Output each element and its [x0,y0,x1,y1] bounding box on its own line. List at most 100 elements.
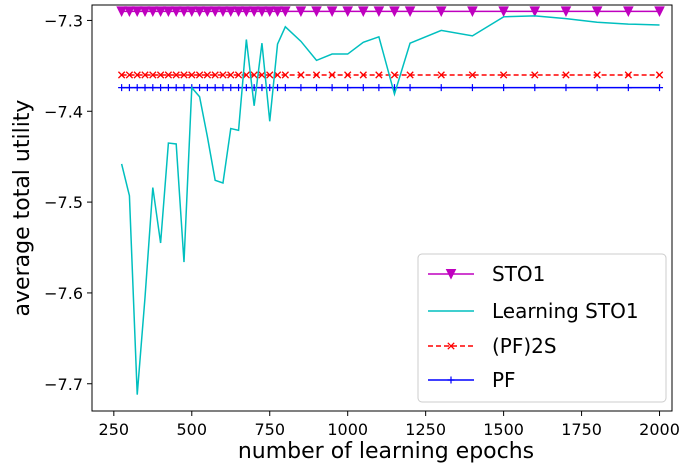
data-point [499,71,508,79]
legend-label: Learning STO1 [492,299,639,323]
data-point [375,71,383,79]
data-point [390,71,399,79]
data-point [326,6,338,17]
data-point [406,71,414,79]
data-point [186,6,198,17]
y-tick-label: −7.6 [44,284,83,303]
data-point [373,6,385,17]
data-point [389,6,400,17]
data-point [235,84,243,92]
data-point [344,71,352,79]
data-point [357,6,369,17]
legend-label: PF [492,368,516,392]
data-point [281,84,289,92]
data-point [155,6,166,17]
series-line [120,15,660,395]
data-point [149,71,157,79]
data-point [624,84,632,92]
data-point [219,71,227,79]
data-point [211,71,219,79]
data-point [313,84,321,92]
legend-label: STO1 [492,262,545,286]
data-point [468,71,477,79]
data-point [447,376,455,384]
data-point [225,6,237,17]
series-sto1 [116,6,665,17]
data-point [560,6,572,17]
x-axis: 250 500 750 1000 1250 1500 1750 2000 [99,411,680,439]
data-point [655,71,664,79]
x-tick-label: 750 [254,420,285,439]
data-point [531,71,539,79]
data-point [180,84,188,92]
data-point [194,6,205,17]
data-point [141,71,149,79]
data-point [131,6,143,17]
data-point [468,84,476,92]
data-point [280,6,291,17]
data-point [406,84,414,92]
data-point [593,71,601,79]
legend-entry: PF [428,368,516,392]
plot-frame [91,4,673,412]
data-point [264,6,276,17]
data-point [312,71,321,79]
data-point [164,84,172,92]
data-point [266,84,274,92]
legend: STO1 Learning STO1 (PF)2S PF [417,253,667,403]
data-point [437,84,445,92]
x-tick-label: 2000 [639,420,680,439]
data-point [172,84,180,92]
y-axis: −7.3 −7.4 −7.5 −7.6 −7.7 [44,11,92,394]
data-point [147,6,159,17]
data-point [624,71,633,79]
data-point [274,84,282,92]
data-point [562,71,570,79]
data-point [209,6,221,17]
data-point [157,84,165,92]
data-point [202,6,213,17]
data-point [203,84,211,92]
x-tick-label: 1250 [405,420,446,439]
data-point [256,6,268,17]
y-tick-label: −7.7 [44,375,83,394]
data-point [172,71,180,79]
data-point [219,84,227,92]
legend-label: (PF)2S [492,334,557,358]
data-point [149,84,157,92]
data-point [656,84,664,92]
data-point [242,84,250,92]
data-point [227,84,235,92]
plot-area [116,6,665,395]
data-point [117,71,126,79]
data-point [156,71,165,79]
data-point [623,6,634,17]
data-point [196,84,204,92]
data-point [180,71,188,79]
series-learning-sto1 [120,15,660,395]
x-tick-label: 500 [177,420,208,439]
data-point [344,84,352,92]
x-tick-label: 1000 [327,420,368,439]
data-point [297,71,305,79]
x-tick-label: 250 [99,420,130,439]
data-point [188,71,196,79]
data-point [258,84,266,92]
data-point [133,84,141,92]
data-point [593,84,601,92]
data-point [297,84,305,92]
data-point [133,71,141,79]
data-point [116,6,127,17]
y-axis-label: average total utility [10,100,35,317]
x-axis-label: number of learning epochs [238,439,534,463]
data-point [447,342,455,350]
data-point [273,71,282,79]
data-point [125,84,133,92]
data-point [217,6,229,17]
data-point [404,6,416,17]
data-point [342,6,354,17]
data-point [266,71,274,79]
data-point [241,6,252,17]
data-point [531,84,539,92]
data-point [250,71,258,79]
